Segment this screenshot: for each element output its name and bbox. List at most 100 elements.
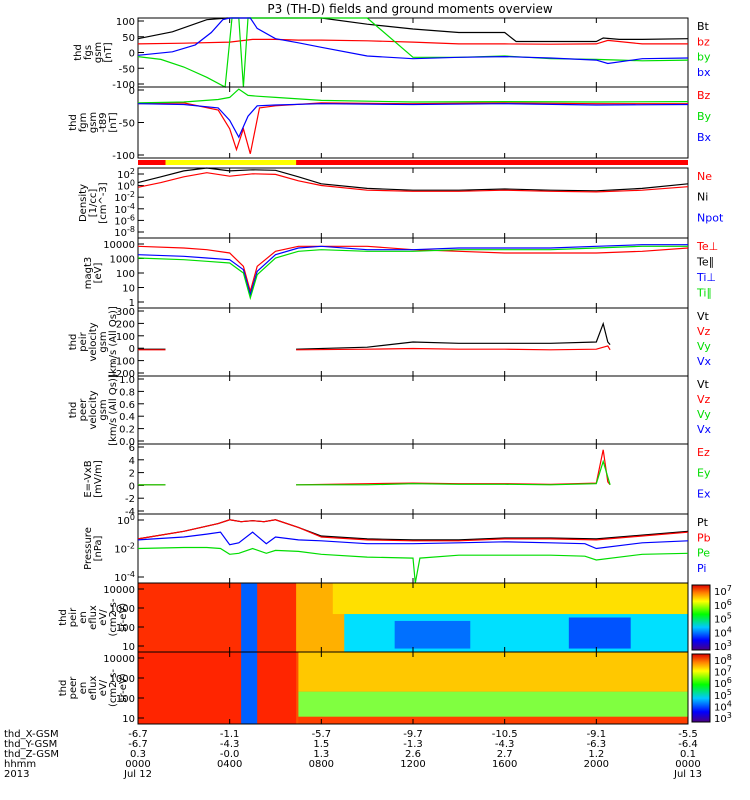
ephemeris-row-label: thd_Z-GSM [4, 749, 59, 760]
series-Ni [137, 167, 689, 192]
legend-Ex: Ex [697, 487, 711, 500]
legend-Bz: Bz [697, 89, 711, 102]
series-Bx [137, 103, 689, 139]
legend-Pt: Pt [697, 516, 709, 529]
y-tick-label: 0.0 [119, 437, 135, 448]
y-tick-label: 1.0 [119, 375, 135, 386]
ephemeris-value: -9.1 [587, 729, 607, 740]
panel-fgm: 0 -50 -100 thdfgmgsm-t89[nT] Bz By Bx [68, 86, 712, 162]
ephemeris-value: 1600 [492, 759, 517, 770]
legend-Pb: Pb [697, 531, 711, 544]
y-tick-label: -200 [112, 369, 135, 380]
legend-Ne: Ne [697, 170, 712, 183]
y-tick-label: 10000 [103, 654, 135, 665]
ephemeris-value: -5.5 [678, 729, 698, 740]
legend-Vx: Vx [697, 423, 712, 436]
ephemeris-value: 0800 [309, 759, 334, 770]
colorbar-peir_eflux [691, 584, 711, 651]
y-tick-label: 1000 [110, 255, 135, 266]
y-tick-label: 0 [129, 344, 135, 355]
y-axis-label: E=-VxB[mV/m] [83, 460, 104, 498]
panel-frame [137, 375, 689, 445]
ephemeris-value: -4.3 [220, 739, 240, 750]
panel-frame [137, 167, 689, 239]
ephemeris-value: -9.7 [403, 729, 423, 740]
legend-bx: bx [697, 66, 711, 79]
y-axis-label: thdpeirvelocitygsm[km/s (All Qs)] [68, 306, 119, 378]
panel-peer_eflux: 10810710610510410310000100010010thdpeere… [58, 651, 732, 725]
legend-Vy: Vy [697, 340, 711, 353]
ephemeris-value: -0.0 [220, 749, 240, 760]
ephemeris-value: 0000 [675, 759, 700, 770]
y-tick-label: -100 [112, 357, 135, 368]
panel-fgs: 100 50 0 -50 -100 thdfgsgsm[nT] Bt bz by bx [73, 17, 711, 91]
y-tick-label: 0.8 [119, 387, 135, 398]
spectrogram-low-band [298, 716, 688, 724]
panel-frame [137, 17, 689, 88]
y-tick-label: 1000 [110, 604, 135, 615]
colorbar-tick-label: 103 [714, 711, 732, 725]
legend-Pi: Pi [697, 562, 706, 575]
spectrogram-upper-band [298, 652, 688, 692]
colorbar-tick-label: 105 [714, 612, 732, 626]
ephemeris-value: 0400 [217, 759, 242, 770]
status-bar-yellow [165, 160, 297, 165]
legend-Ez: Ez [697, 446, 710, 459]
y-tick-label: 0.4 [119, 412, 135, 423]
colorbar-tick-label: 107 [714, 584, 732, 598]
y-tick-label: 0 [129, 49, 135, 60]
ephemeris-value: Jul 12 [123, 769, 152, 780]
spectrogram-upper-band [332, 583, 688, 615]
y-tick-label: -50 [119, 119, 135, 130]
y-axis-label: magt3[eV] [83, 257, 104, 290]
legend-by: by [697, 51, 711, 64]
y-tick-label: 10000 [103, 240, 135, 251]
ephemeris-row-label: hhmm [4, 759, 36, 770]
ephemeris-row-label: 2013 [4, 769, 29, 780]
ephemeris-value: -1.1 [220, 729, 240, 740]
y-axis-label: thdpeirenefluxeV/(cm2-s-sr-eV) [58, 598, 129, 636]
y-tick-label: 1 [129, 298, 135, 309]
ephemeris-value: Jul 13 [673, 769, 702, 780]
legend-Te⊥: Te⊥ [696, 240, 718, 253]
ephemeris-value: 2.7 [497, 749, 513, 760]
spectrogram-gap [241, 583, 258, 652]
spectrogram-inner-region [138, 652, 297, 724]
panel-pressure: 100 10-2 10-4 Pressure[nPa] Pt Pb Pe Pi [83, 513, 711, 584]
legend-Npot: Npot [697, 211, 724, 224]
ephemeris-value: -6.7 [128, 729, 148, 740]
spectrogram-gap [241, 652, 258, 724]
y-tick-label: -100 [112, 80, 135, 91]
y-axis-label: thdpeervelocitygsm[km/s (All Qs)] [68, 374, 119, 446]
panel-efield: 6 4 20 -2 -4 E=-VxB[mV/m] Ez Ey Ex [83, 443, 711, 518]
legend-Bt: Bt [697, 20, 710, 33]
y-tick-label: 2 [129, 469, 135, 480]
legend-Ti⊥: Ti⊥ [696, 271, 716, 284]
y-tick-label: 10000 [103, 585, 135, 596]
spectrogram-blue-patch-2 [568, 617, 631, 649]
series-Te⊥ [137, 245, 689, 294]
ephemeris-value: 1200 [400, 759, 425, 770]
legend-Ni: Ni [697, 191, 708, 204]
legend-By: By [697, 110, 712, 123]
ephemeris-row-label: thd_X-GSM [4, 729, 59, 740]
ephemeris-value: 1.5 [313, 739, 329, 750]
ephemeris-row-label: thd_Y-GSM [4, 739, 57, 750]
panel-frame [137, 86, 689, 159]
legend-Vx: Vx [697, 355, 712, 368]
y-tick-label: 10 [122, 642, 135, 653]
series-By [137, 88, 689, 104]
legend-Te∥: Te∥ [696, 256, 714, 269]
y-tick-label: 200 [116, 319, 135, 330]
series-Bz [137, 102, 688, 154]
y-tick-label: 0 [129, 481, 135, 492]
series-Ey [138, 459, 611, 486]
ephemeris-value: -6.3 [587, 739, 607, 750]
legend-Vz: Vz [697, 325, 711, 338]
legend-Ey: Ey [697, 467, 711, 480]
y-tick-label: 10-4 [114, 570, 135, 584]
legend-Vz: Vz [697, 393, 711, 406]
ephemeris-value: -5.7 [312, 729, 332, 740]
